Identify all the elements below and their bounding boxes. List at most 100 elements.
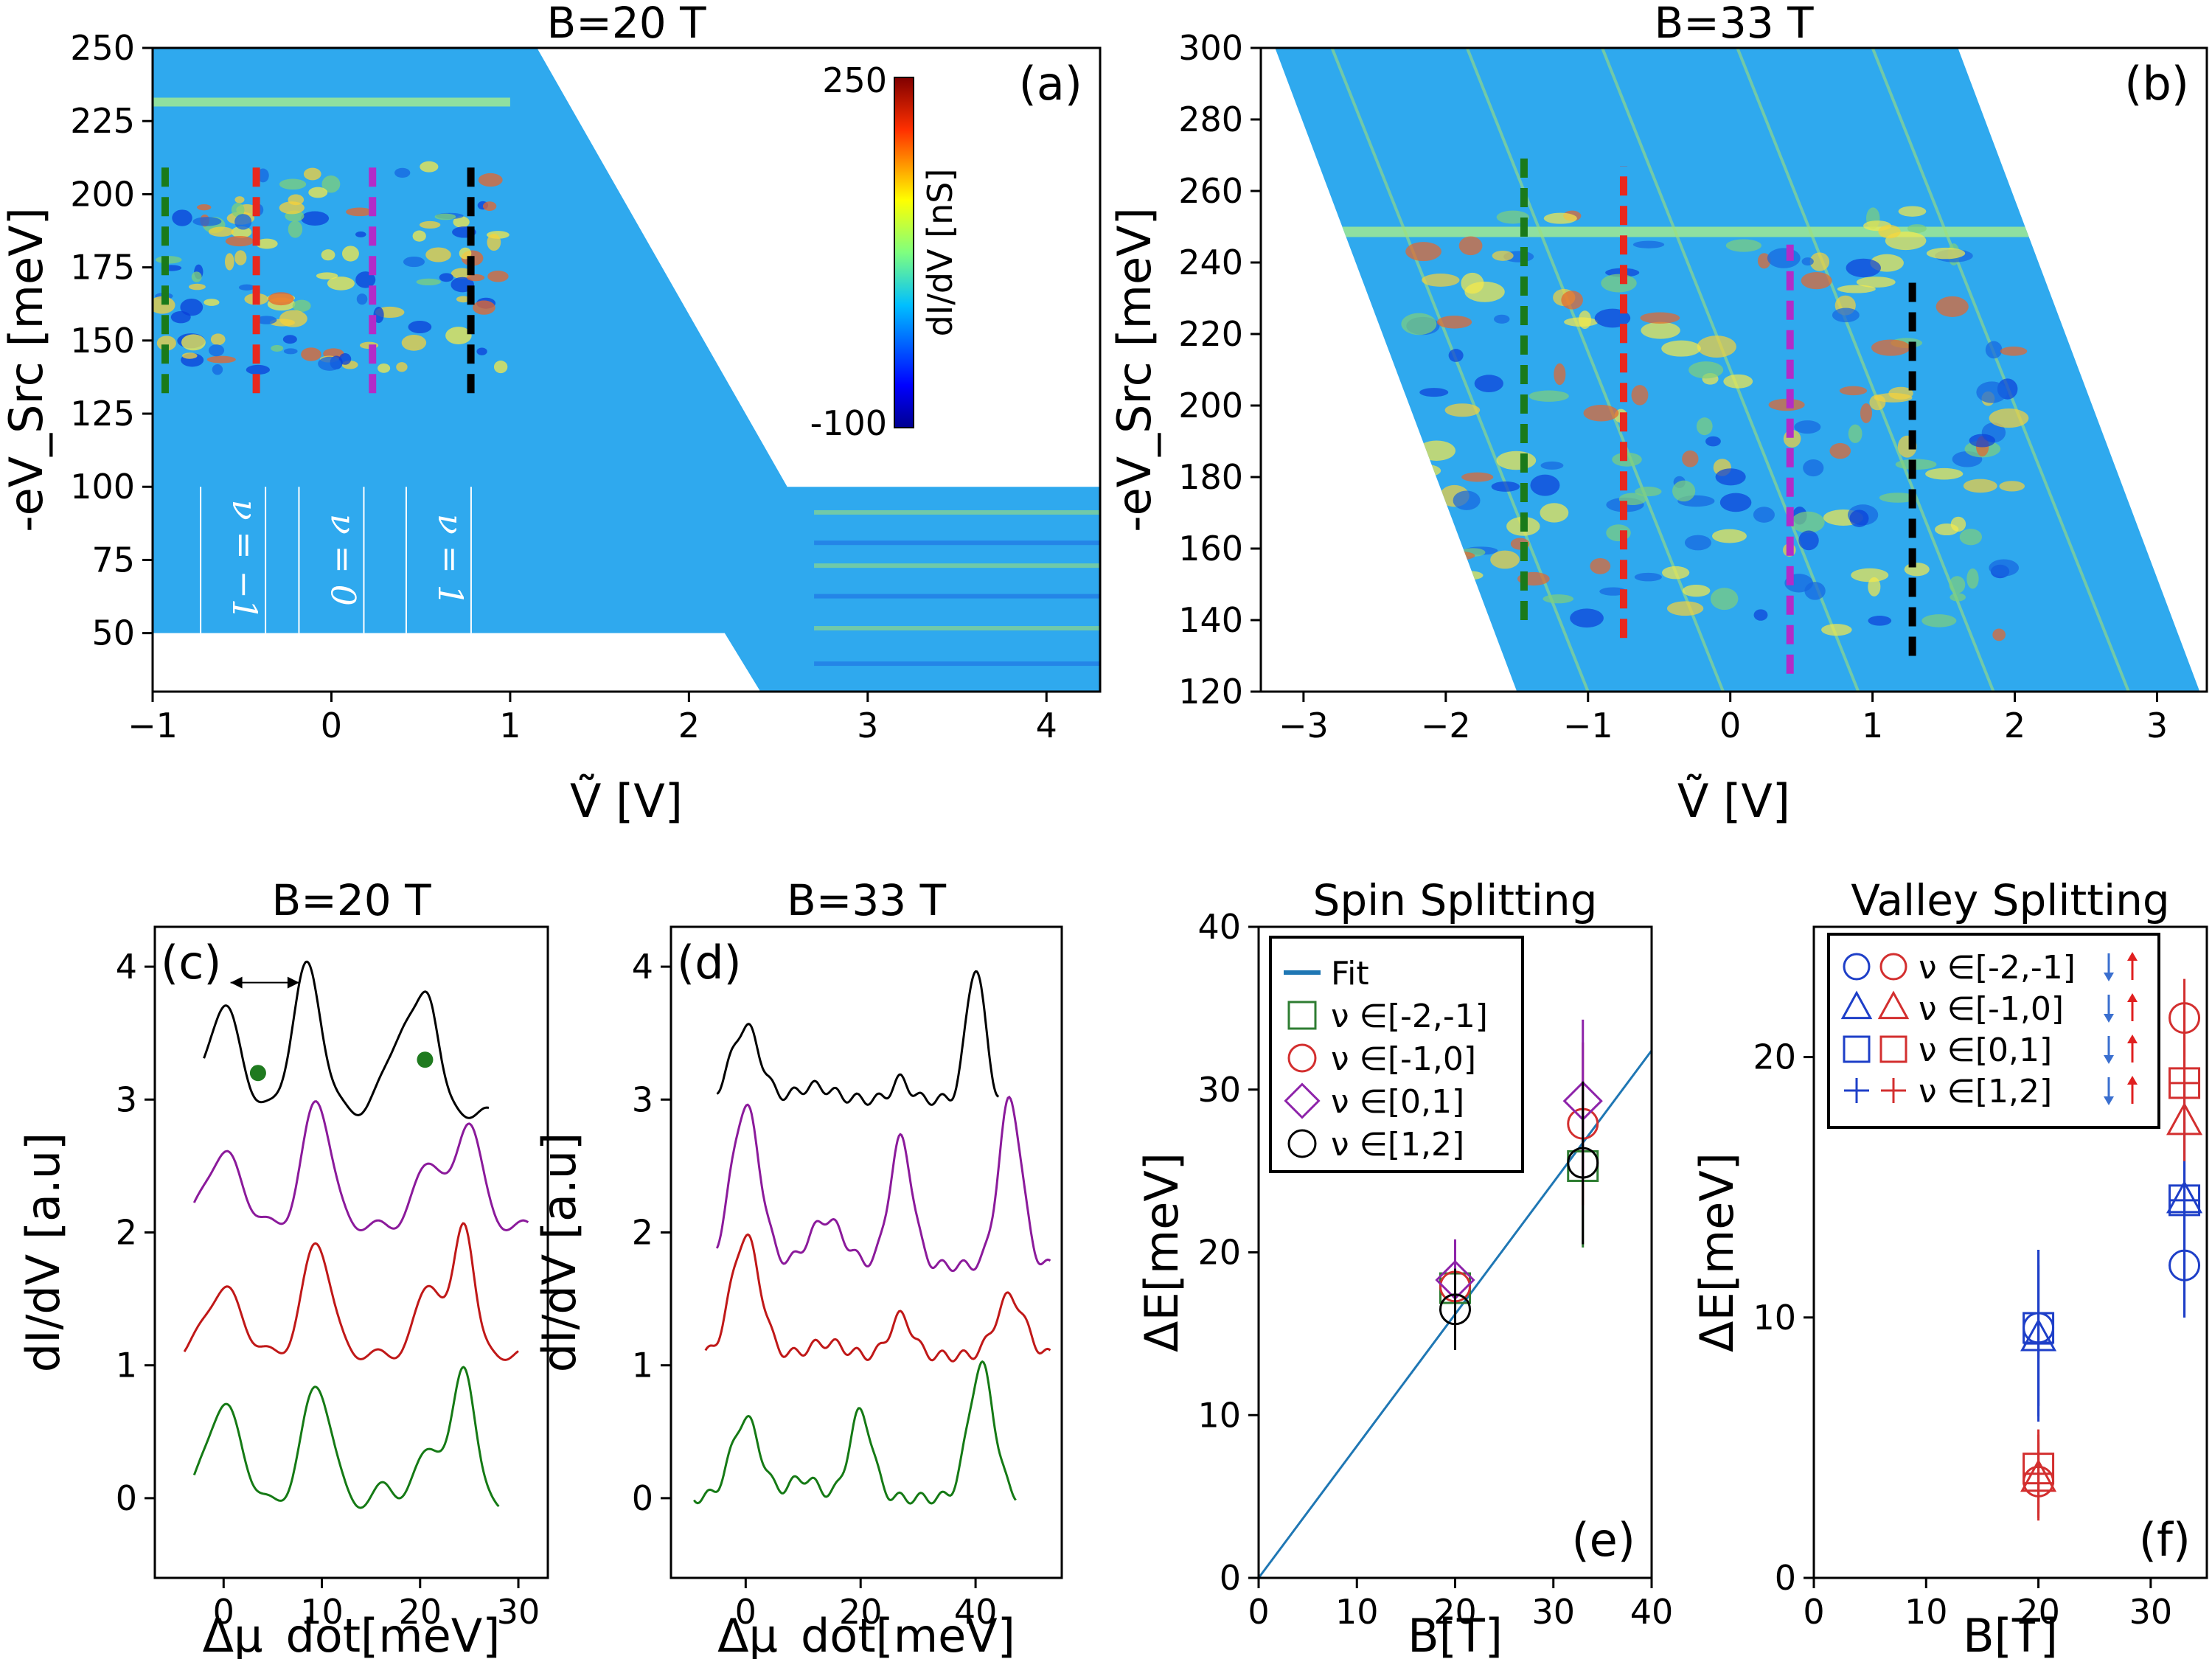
heatmap-feature bbox=[1705, 436, 1721, 447]
x-tick-label: 10 bbox=[1335, 1592, 1379, 1632]
y-tick-label: 200 bbox=[1178, 386, 1243, 425]
y-tick-label: 225 bbox=[70, 101, 135, 141]
heatmap-feature bbox=[341, 246, 359, 262]
y-tick-label: 300 bbox=[1178, 28, 1243, 68]
heatmap-feature bbox=[279, 310, 307, 327]
heatmap-feature bbox=[1969, 434, 1996, 448]
heatmap-feature bbox=[1921, 614, 1957, 627]
heatmap-feature bbox=[1528, 390, 1569, 402]
heatmap-feature bbox=[197, 204, 212, 211]
heatmap-feature bbox=[225, 253, 234, 271]
heatmap-feature bbox=[318, 356, 341, 371]
heatmap-feature bbox=[1753, 609, 1768, 621]
x-axis-label: Δμ_dot[meV] bbox=[203, 1609, 501, 1659]
colorbar-label: dI/dV [nS] bbox=[920, 169, 960, 337]
heatmap-feature bbox=[1425, 552, 1442, 561]
y-tick-label: 40 bbox=[1197, 907, 1241, 947]
series-line-purple bbox=[716, 1095, 1051, 1273]
y-tick-label: 1 bbox=[632, 1346, 653, 1385]
heatmap-feature bbox=[279, 178, 307, 190]
heatmap-feature bbox=[1635, 487, 1662, 497]
x-tick-label: 20 bbox=[839, 1592, 883, 1632]
series-line-red bbox=[183, 1222, 519, 1361]
marker-plus bbox=[2023, 1458, 2053, 1489]
heatmap-feature bbox=[1697, 335, 1736, 358]
axes-frame bbox=[1259, 46, 2208, 693]
y-tick-label: 150 bbox=[70, 321, 135, 361]
heatmap-feature bbox=[1561, 291, 1583, 310]
heatmap-feature bbox=[1710, 588, 1739, 611]
filling-label: ν = −1 bbox=[225, 500, 265, 621]
heatmap-feature bbox=[1950, 516, 1966, 532]
heatmap-feature bbox=[231, 202, 245, 218]
up-arrow-head bbox=[2127, 993, 2138, 1002]
heatmap-feature bbox=[1871, 339, 1910, 356]
y-tick-label: 0 bbox=[1220, 1558, 1241, 1598]
heatmap-feature bbox=[1860, 403, 1872, 423]
heatmap-feature bbox=[1640, 312, 1680, 324]
heatmap-feature bbox=[476, 347, 487, 355]
colorbar-min-label: -100 bbox=[810, 403, 887, 443]
legend-entry: ν ∈[1,2] bbox=[1919, 1073, 2052, 1110]
y-tick-label: 10 bbox=[1197, 1395, 1241, 1435]
heatmap-feature bbox=[1453, 490, 1481, 510]
heatmap-feature bbox=[1543, 594, 1574, 604]
y-tick-label: 0 bbox=[632, 1478, 653, 1518]
heatmap-streak bbox=[1465, 48, 1725, 692]
heatmap-feature bbox=[1798, 530, 1819, 551]
up-arrow-head bbox=[2127, 952, 2138, 961]
legend-entry: ν ∈[-2,-1] bbox=[1919, 949, 2076, 987]
heatmap-feature bbox=[210, 333, 226, 346]
series-line-red bbox=[704, 1233, 1051, 1363]
x-tick-label: 1 bbox=[1862, 706, 1883, 745]
heatmap-feature bbox=[1794, 420, 1821, 434]
panel-label: (d) bbox=[677, 936, 742, 990]
heatmap-feature bbox=[1578, 310, 1592, 330]
legend-entry: ν ∈[0,1] bbox=[1331, 1083, 1464, 1121]
series-line-green bbox=[192, 1366, 500, 1509]
x-tick-label: −1 bbox=[1563, 706, 1613, 745]
heatmap-area bbox=[1275, 48, 2200, 692]
heatmap-feature bbox=[256, 238, 278, 249]
heatmap-feature bbox=[257, 168, 269, 183]
heatmap-feature bbox=[1989, 559, 2020, 577]
heatmap-feature bbox=[234, 214, 252, 230]
heatmap-feature bbox=[1417, 440, 1455, 461]
legend-box bbox=[1827, 933, 2160, 1129]
heatmap-feature bbox=[1492, 250, 1514, 261]
heatmap-feature bbox=[1682, 450, 1699, 467]
marker-plus bbox=[2169, 1068, 2199, 1098]
heatmap-feature bbox=[356, 293, 368, 305]
y-tick-label: 10 bbox=[1753, 1298, 1796, 1338]
heatmap-feature bbox=[1878, 224, 1901, 239]
heatmap-feature bbox=[1725, 239, 1761, 252]
x-tick-label: 4 bbox=[1036, 706, 1057, 745]
x-axis-label: Δμ_dot[meV] bbox=[717, 1609, 1015, 1659]
axes-frame bbox=[1257, 925, 1653, 1579]
x-tick-label: 3 bbox=[2146, 706, 2168, 745]
heatmap-feature bbox=[1405, 242, 1441, 262]
y-tick-label: 220 bbox=[1178, 314, 1243, 354]
band bbox=[1275, 226, 2200, 237]
heatmap-feature bbox=[1490, 550, 1520, 569]
heatmap-feature bbox=[1839, 386, 1868, 396]
y-tick-label: 200 bbox=[70, 174, 135, 214]
y-tick-label: 0 bbox=[116, 1478, 137, 1518]
heatmap-feature bbox=[1804, 582, 1826, 600]
panel-a: −1 0 1 2 3 4 50 75 100 125 150 175 200 225 250 B=20 T (a… bbox=[0, 0, 1102, 828]
x-tick-label: 0 bbox=[1719, 706, 1741, 745]
y-tick-label: 4 bbox=[116, 947, 137, 987]
axes-frame bbox=[151, 46, 1102, 693]
heatmap-feature bbox=[1868, 616, 1892, 626]
heatmap-feature bbox=[1661, 566, 1690, 580]
heatmap-feature bbox=[425, 247, 451, 262]
heatmap-feature bbox=[434, 213, 456, 220]
heatmap-feature bbox=[1641, 321, 1680, 339]
heatmap-feature bbox=[1801, 271, 1832, 290]
arrow-head bbox=[230, 976, 243, 989]
x-tick-label: 20 bbox=[399, 1592, 442, 1632]
heatmap-feature bbox=[225, 236, 254, 247]
filling-label: ν = 1 bbox=[431, 514, 470, 606]
x-tick-label: 40 bbox=[954, 1592, 998, 1632]
legend-entry: Fit bbox=[1331, 955, 1369, 992]
